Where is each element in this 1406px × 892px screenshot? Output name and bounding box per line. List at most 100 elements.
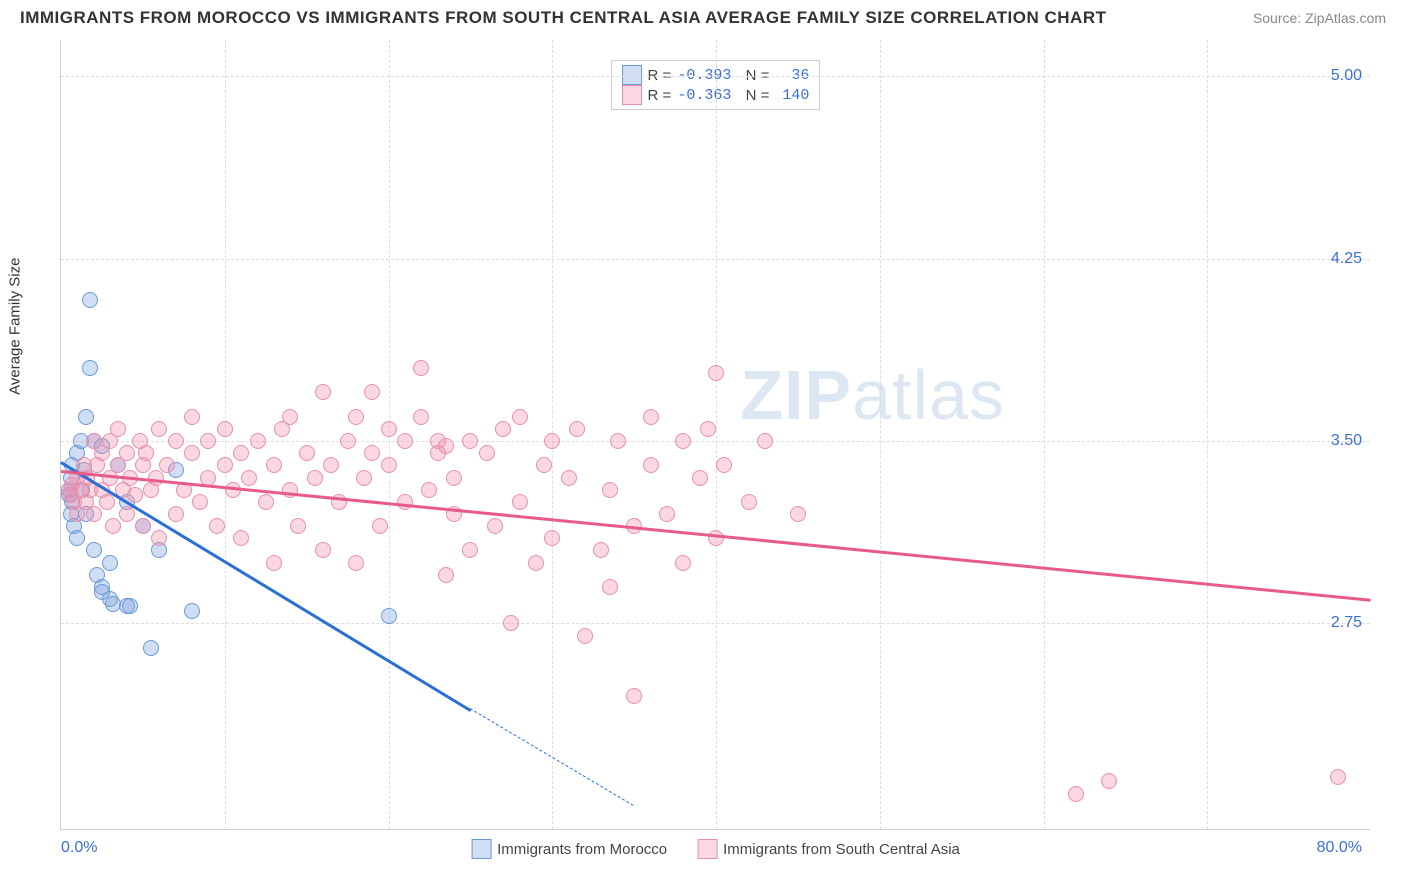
scatter-point-sca [184,445,200,461]
y-axis-tick: 5.00 [1331,67,1362,85]
legend-item-morocco: Immigrants from Morocco [471,839,667,859]
scatter-point-sca [643,457,659,473]
scatter-point-sca [757,433,773,449]
source-attribution: Source: ZipAtlas.com [1253,10,1386,26]
scatter-point-sca [675,555,691,571]
scatter-point-sca [1068,786,1084,802]
scatter-point-sca [151,530,167,546]
scatter-point-sca [217,421,233,437]
scatter-point-sca [151,421,167,437]
stat-n-value: 140 [775,87,809,104]
y-axis-label: Average Family Size [7,258,24,395]
stat-label: R = [648,87,672,104]
scatter-point-sca [241,470,257,486]
scatter-point-sca [462,542,478,558]
scatter-point-sca [192,494,208,510]
scatter-point-morocco [82,292,98,308]
scatter-point-sca [348,409,364,425]
scatter-point-sca [503,615,519,631]
scatter-point-sca [200,433,216,449]
scatter-point-sca [105,518,121,534]
scatter-point-sca [462,433,478,449]
scatter-point-morocco [102,555,118,571]
scatter-point-sca [479,445,495,461]
watermark: ZIPatlas [740,355,1005,435]
stat-label: N = [737,87,769,104]
scatter-point-sca [348,555,364,571]
scatter-point-sca [315,384,331,400]
scatter-point-sca [569,421,585,437]
scatter-point-sca [495,421,511,437]
scatter-point-sca [233,445,249,461]
legend-swatch [622,65,642,85]
legend: Immigrants from MoroccoImmigrants from S… [471,839,960,859]
scatter-point-morocco [143,640,159,656]
scatter-point-sca [323,457,339,473]
scatter-point-sca [544,530,560,546]
scatter-point-sca [643,409,659,425]
scatter-point-sca [1101,773,1117,789]
scatter-point-sca [266,457,282,473]
stat-label: N = [737,67,769,84]
scatter-point-sca [413,360,429,376]
scatter-point-sca [99,494,115,510]
gridline-vertical [1207,40,1208,829]
scatter-point-sca [708,365,724,381]
scatter-point-sca [282,409,298,425]
scatter-point-sca [233,530,249,546]
scatter-point-sca [397,494,413,510]
scatter-point-sca [119,506,135,522]
scatter-point-sca [217,457,233,473]
scatter-point-morocco [82,360,98,376]
scatter-point-sca [250,433,266,449]
stat-n-value: 36 [775,67,809,84]
scatter-point-sca [356,470,372,486]
scatter-point-sca [716,457,732,473]
scatter-point-sca [159,457,175,473]
scatter-point-sca [536,457,552,473]
scatter-point-sca [438,438,454,454]
scatter-point-sca [397,433,413,449]
scatter-point-morocco [86,542,102,558]
scatter-point-sca [110,421,126,437]
scatter-point-morocco [78,409,94,425]
scatter-point-sca [528,555,544,571]
scatter-point-sca [119,445,135,461]
scatter-point-sca [381,421,397,437]
gridline-vertical [880,40,881,829]
legend-swatch [697,839,717,859]
scatter-point-sca [593,542,609,558]
scatter-point-sca [626,688,642,704]
chart-title: IMMIGRANTS FROM MOROCCO VS IMMIGRANTS FR… [20,8,1107,28]
scatter-point-sca [340,433,356,449]
scatter-point-sca [381,457,397,473]
scatter-point-sca [602,579,618,595]
scatter-point-sca [138,445,154,461]
scatter-point-sca [487,518,503,534]
scatter-point-sca [372,518,388,534]
scatter-plot: ZIPatlas R =-0.393 N =36R =-0.363 N =140… [60,40,1370,830]
x-axis-tick: 0.0% [61,839,97,857]
scatter-point-sca [168,506,184,522]
scatter-point-sca [421,482,437,498]
y-axis-tick: 4.25 [1331,250,1362,268]
scatter-point-sca [438,567,454,583]
scatter-point-sca [86,506,102,522]
scatter-point-sca [307,470,323,486]
scatter-point-sca [290,518,306,534]
scatter-point-sca [364,445,380,461]
scatter-point-sca [512,494,528,510]
legend-swatch [471,839,491,859]
scatter-point-sca [364,384,380,400]
scatter-point-sca [561,470,577,486]
scatter-point-sca [659,506,675,522]
scatter-point-sca [1330,769,1346,785]
scatter-point-sca [127,487,143,503]
scatter-point-sca [168,433,184,449]
scatter-point-sca [708,530,724,546]
chart-container: Average Family Size ZIPatlas R =-0.393 N… [20,40,1386,870]
y-axis-tick: 3.50 [1331,432,1362,450]
stat-r-value: -0.363 [677,87,731,104]
scatter-point-sca [135,518,151,534]
scatter-point-sca [148,470,164,486]
